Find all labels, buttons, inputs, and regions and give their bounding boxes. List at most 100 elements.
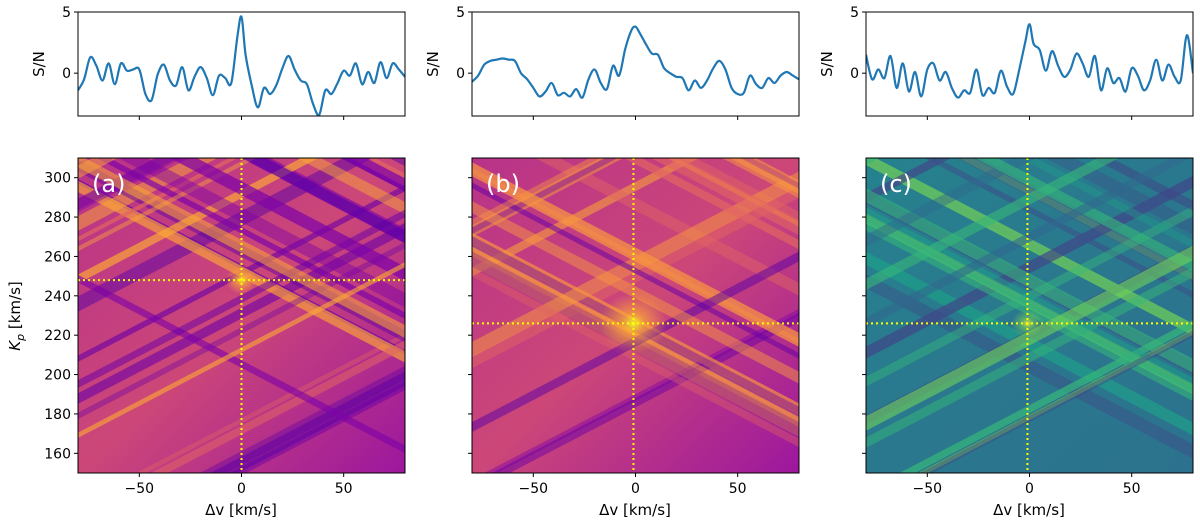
- line-layer-b: [472, 25, 799, 99]
- heatmap-stripe-a-34: [78, 274, 405, 454]
- heatmap-stripe-c-27: [866, 206, 1193, 387]
- heatmap-stripe-a-17: [78, 241, 405, 420]
- ytick-label-a-280: 280: [44, 210, 71, 226]
- xtick-label-c--50: −50: [913, 481, 943, 497]
- heatmap-stripe-b-31: [472, 267, 799, 448]
- heatmap-stripe-a-27: [296, 158, 405, 215]
- ylabel-top-a: S/N: [30, 51, 48, 77]
- heatmap-stripe-b-1: [472, 243, 799, 427]
- heatmap-panel-b: −50 0 50 (b) Δv [km/s]: [468, 157, 800, 519]
- xtick-label-b--50: −50: [519, 481, 549, 497]
- heatmap-stripe-b-30: [472, 251, 799, 438]
- heatmap-stripe-b-23: [472, 182, 799, 359]
- heatmap-stripe-a-45: [242, 158, 405, 243]
- heatmap-stripe-b-13: [472, 250, 799, 438]
- heatmap-stripes-b: [472, 158, 799, 473]
- xtick-label-a-50: 50: [335, 481, 353, 497]
- heatmap-stripe-c-43: [866, 158, 1191, 328]
- ytick-label-top-c-5: 5: [850, 5, 859, 21]
- heatmap-stripe-a-22: [78, 158, 319, 284]
- ytick-label-top-b-0: 0: [456, 66, 465, 82]
- ylabel-top-c: S/N: [818, 51, 836, 77]
- xtick-label-a--50: −50: [125, 481, 155, 497]
- heatmap-panel-a: −50 0 50 160 180 200 220 240 260 280 300 (a) Δv [k…: [6, 157, 406, 519]
- ylabel-top-b: S/N: [424, 51, 442, 77]
- heatmap-stripe-c-18: [899, 319, 1193, 473]
- top-axes-c: 05: [850, 5, 1133, 120]
- heatmap-stripe-a-28: [78, 158, 238, 242]
- panel-label-c: (c): [880, 170, 912, 198]
- ytick-label-a-220: 220: [44, 328, 71, 344]
- heatmap-stripe-a-41: [78, 158, 405, 338]
- panel-label-b: (b): [486, 170, 520, 198]
- sn-line-c: [866, 23, 1193, 99]
- heatmap-stripe-c-24: [866, 188, 1193, 373]
- heatmap-c-body: [866, 148, 1200, 483]
- top-frame-c: [865, 11, 1194, 117]
- xtick-label-b-50: 50: [729, 481, 747, 497]
- ytick-label-a-300: 300: [44, 171, 71, 187]
- heatmap-stripe-a-35: [78, 158, 183, 213]
- heatmap-stripe-a-26: [150, 340, 405, 473]
- ytick-label-top-a-0: 0: [62, 66, 71, 82]
- heatmap-stripe-a-18: [78, 158, 178, 210]
- heatmap-stripe-b-5: [492, 312, 799, 473]
- heatmap-stripe-b-44: [650, 158, 799, 236]
- heatmap-stripe-a-4: [78, 222, 405, 404]
- heatmap-stripe-c-33: [1091, 158, 1193, 211]
- xtick-label-b-0: 0: [631, 481, 640, 497]
- xtick-label-a-0: 0: [237, 481, 246, 497]
- top-panel-b: 05 S/N: [424, 5, 800, 120]
- heatmap-stripe-b-35: [472, 158, 604, 227]
- heatmap-peak-a: [225, 266, 258, 295]
- heatmap-stripe-c-7: [866, 158, 1193, 336]
- xtick-label-c-0: 0: [1025, 481, 1034, 497]
- heatmap-stripe-c-40: [866, 158, 1119, 290]
- heatmap-stripe-a-42: [118, 158, 405, 308]
- heatmap-stripe-b-32: [472, 162, 799, 347]
- heatmap-a-body: [78, 158, 405, 473]
- ytick-label-a-180: 180: [44, 407, 71, 423]
- heatmap-stripe-b-40: [623, 158, 799, 250]
- sn-line-b: [472, 25, 799, 99]
- heatmap-axes-c: −50 0 50: [862, 177, 1141, 497]
- xlabel-a: Δv [km/s]: [205, 501, 277, 519]
- heatmap-stripe-b-0: [472, 158, 700, 277]
- ytick-label-top-b-5: 5: [456, 5, 465, 21]
- heatmap-stripe-b-42: [472, 201, 799, 384]
- heatmap-b-body: [472, 158, 799, 473]
- heatmap-stripe-a-0: [136, 332, 405, 473]
- heatmap-axes-b: −50 0 50: [468, 177, 747, 497]
- heatmap-stripe-c-37: [974, 158, 1193, 272]
- heatmap-stripe-c-22: [956, 158, 1193, 282]
- ytick-label-top-a-5: 5: [62, 5, 71, 21]
- top-axes-b: 05: [456, 5, 739, 120]
- heatmap-stripes-a: [78, 158, 405, 473]
- ytick-label-a-240: 240: [44, 289, 71, 305]
- heatmap-stripe-b-15: [534, 158, 799, 296]
- ytick-label-a-200: 200: [44, 368, 71, 384]
- heatmap-stripe-c-41: [866, 245, 1193, 431]
- top-axes-a: 05: [62, 5, 345, 120]
- ytick-label-a-260: 260: [44, 249, 71, 265]
- heatmap-stripe-b-2: [484, 308, 799, 473]
- heatmap-stripe-c-31: [866, 266, 1193, 448]
- xlabel-c: Δv [km/s]: [993, 501, 1065, 519]
- heatmap-stripe-c-21: [1196, 148, 1200, 483]
- heatmap-stripe-c-14: [866, 175, 1193, 359]
- heatmap-stripe-b-11: [472, 185, 799, 369]
- line-layer-c: [866, 23, 1193, 99]
- heatmap-stripe-b-27: [472, 246, 799, 423]
- line-layer-a: [78, 15, 405, 116]
- ytick-label-a-160: 160: [44, 446, 71, 462]
- panel-label-a: (a): [92, 170, 125, 198]
- heatmap-stripe-a-38: [169, 158, 405, 281]
- heatmap-stripe-a-14: [78, 180, 405, 363]
- ytick-label-top-c-0: 0: [850, 66, 859, 82]
- sn-line-a: [78, 15, 405, 116]
- heatmap-stripe-a-37: [78, 209, 405, 389]
- heatmap-stripe-c-35: [866, 158, 1037, 247]
- heatmap-stripe-a-30: [210, 371, 405, 473]
- heatmap-stripe-a-10: [78, 184, 405, 362]
